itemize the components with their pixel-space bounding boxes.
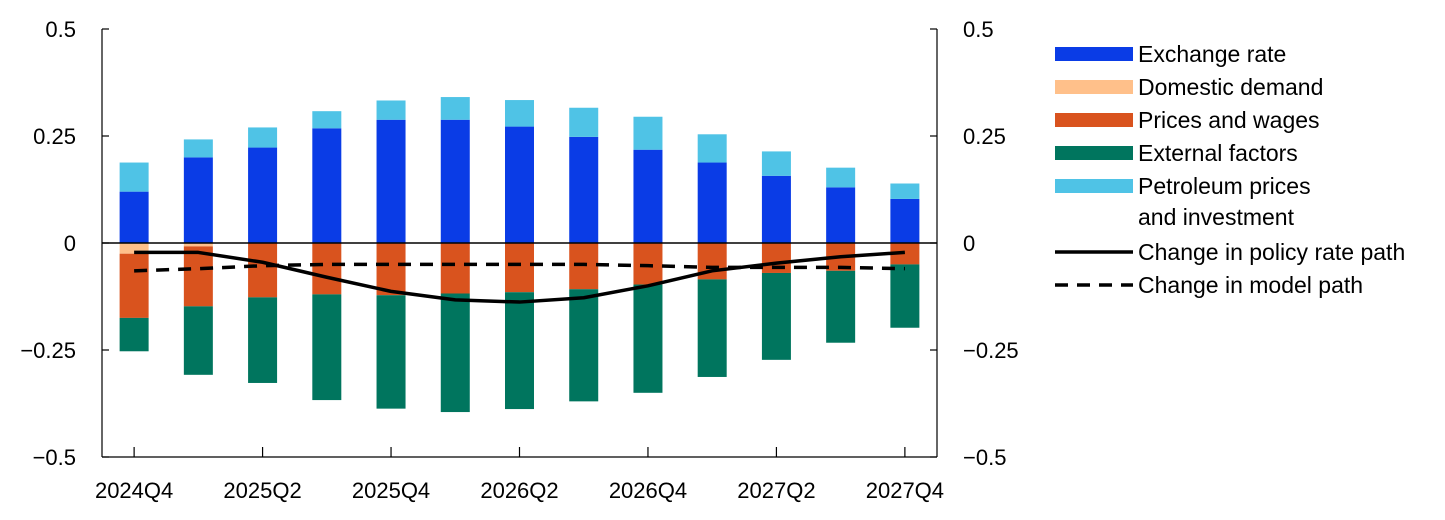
x-tick-label: 2025Q4 <box>352 478 430 503</box>
bar-prices-and-wages-2026Q1 <box>440 243 470 294</box>
bar-exchange-rate-2026Q2 <box>505 126 534 243</box>
legend-swatch <box>1055 113 1133 127</box>
legend-label: Change in policy rate path <box>1138 239 1405 265</box>
bar-external-factors-2025Q1 <box>183 306 213 375</box>
y-tick-label-left: 0 <box>64 231 76 256</box>
bar-prices-and-wages-2026Q2 <box>505 243 534 293</box>
bar-external-factors-2027Q1 <box>697 279 727 377</box>
bar-exchange-rate-2025Q4 <box>376 119 406 243</box>
bar-petroleum-prices-and-investment-2025Q3 <box>312 111 342 129</box>
y-tick-label-left: −0.5 <box>33 445 76 470</box>
bar-external-factors-2024Q4 <box>119 317 149 352</box>
y-tick-label-right: 0 <box>963 231 975 256</box>
bar-exchange-rate-2027Q1 <box>697 162 727 243</box>
legend-label: Change in model path <box>1138 272 1363 298</box>
legend-swatch <box>1055 179 1133 193</box>
bar-external-factors-2026Q1 <box>440 293 470 413</box>
y-tick-label-right: 0.25 <box>963 124 1006 149</box>
line-change-in-policy-rate-path <box>134 250 905 304</box>
bar-petroleum-prices-and-investment-2025Q1 <box>183 139 213 158</box>
bar-petroleum-prices-and-investment-2026Q3 <box>569 107 599 137</box>
bar-prices-and-wages-2025Q2 <box>248 243 278 298</box>
bar-exchange-rate-2027Q3 <box>826 187 856 243</box>
bar-exchange-rate-2025Q1 <box>183 157 213 243</box>
bar-petroleum-prices-and-investment-2027Q2 <box>761 151 791 176</box>
bar-petroleum-prices-and-investment-2025Q2 <box>248 127 278 148</box>
bar-exchange-rate-2024Q4 <box>119 191 149 243</box>
bar-exchange-rate-2025Q3 <box>312 128 342 243</box>
bar-prices-and-wages-2024Q4 <box>119 253 149 318</box>
legend-swatch <box>1055 80 1133 94</box>
bar-petroleum-prices-and-investment-2026Q4 <box>633 116 663 150</box>
bar-prices-and-wages-2025Q4 <box>376 243 406 296</box>
plot-area: 0.5 0.5 0.25 0.25 0 0 −0.25 −0.25 −0.5 −0.5 2024Q4… <box>20 17 1018 503</box>
legend-label: External factors <box>1138 140 1298 166</box>
bar-prices-and-wages-2025Q1 <box>183 246 213 307</box>
bar-petroleum-prices-and-investment-2027Q3 <box>826 167 856 188</box>
x-tick-label: 2026Q2 <box>480 478 558 503</box>
bar-petroleum-prices-and-investment-2026Q2 <box>505 100 534 127</box>
y-tick-label-left: 0.25 <box>33 124 76 149</box>
bar-prices-and-wages-2026Q4 <box>633 243 663 285</box>
y-tick-label-right: 0.5 <box>963 17 994 42</box>
y-tick-label-right: −0.25 <box>963 338 1019 363</box>
bar-petroleum-prices-and-investment-2025Q4 <box>376 100 406 120</box>
line-change-in-model-path <box>134 262 905 273</box>
bar-exchange-rate-2026Q4 <box>633 149 663 243</box>
bar-petroleum-prices-and-investment-2027Q1 <box>697 134 727 163</box>
bar-petroleum-prices-and-investment-2024Q4 <box>119 162 149 192</box>
y-tick-label-left: −0.25 <box>20 338 76 363</box>
bar-external-factors-2027Q3 <box>826 270 856 343</box>
bar-external-factors-2026Q2 <box>505 292 534 410</box>
legend-label: Domestic demand <box>1138 74 1323 100</box>
y-tick-label-left: 0.5 <box>45 17 76 42</box>
bar-exchange-rate-2026Q3 <box>569 136 599 243</box>
bar-external-factors-2027Q4 <box>890 264 920 328</box>
bar-domestic-demand-2024Q4 <box>119 243 149 254</box>
legend-label: and investment <box>1138 204 1295 230</box>
y-tick-label-right: −0.5 <box>963 445 1006 470</box>
bar-external-factors-2025Q4 <box>376 295 406 409</box>
legend: Exchange rate Domestic demand Prices and w… <box>1055 41 1405 298</box>
bar-external-factors-2025Q3 <box>312 294 342 401</box>
legend-swatch <box>1055 47 1133 61</box>
bar-external-factors-2025Q2 <box>248 297 278 383</box>
x-tick-label: 2027Q2 <box>737 478 815 503</box>
x-tick-label: 2024Q4 <box>95 478 173 503</box>
legend-label: Prices and wages <box>1138 107 1320 133</box>
legend-swatch <box>1055 146 1133 160</box>
bar-domestic-demand-2025Q1 <box>183 243 213 247</box>
x-tick-label: 2026Q4 <box>609 478 687 503</box>
x-tick-label: 2027Q4 <box>866 478 944 503</box>
bar-petroleum-prices-and-investment-2027Q4 <box>890 183 920 199</box>
bar-exchange-rate-2025Q2 <box>248 147 278 243</box>
legend-label: Exchange rate <box>1138 41 1286 67</box>
bar-exchange-rate-2027Q4 <box>890 198 920 243</box>
bar-exchange-rate-2026Q1 <box>440 119 470 243</box>
legend-label: Petroleum prices <box>1138 173 1311 199</box>
bar-exchange-rate-2027Q2 <box>761 175 791 243</box>
bar-external-factors-2026Q3 <box>569 289 599 402</box>
bar-external-factors-2027Q2 <box>761 272 791 360</box>
bar-prices-and-wages-2025Q3 <box>312 243 342 295</box>
bar-petroleum-prices-and-investment-2026Q1 <box>440 97 470 120</box>
x-tick-label: 2025Q2 <box>223 478 301 503</box>
bar-external-factors-2026Q4 <box>633 284 663 393</box>
